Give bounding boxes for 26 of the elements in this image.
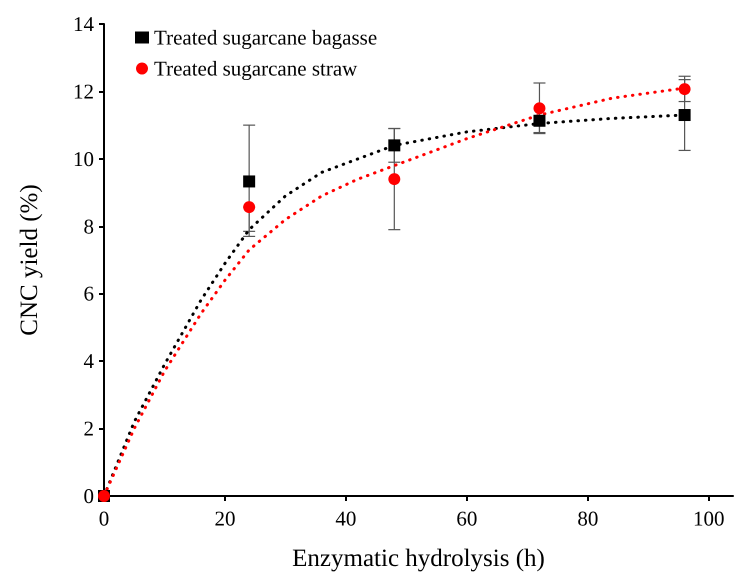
x-tick-label: 60 [456,506,478,530]
x-tick-label: 0 [98,506,110,530]
y-tick-label: 4 [84,349,94,374]
point [243,201,256,214]
point [678,109,691,122]
x-axis-title: Enzymatic hydrolysis (h) [292,545,545,572]
y-tick-label: 10 [73,146,94,171]
legend-label: Treated sugarcane bagasse [154,26,378,50]
point [388,139,400,152]
y-axis-title: CNC yield (%) [16,184,43,336]
point [533,114,546,127]
point [533,102,546,114]
y-tick-label: 0 [84,484,94,508]
x-tick-label: 20 [214,506,236,530]
legend-label: Treated sugarcane straw [154,56,358,80]
x-tick-label: 100 [693,506,725,530]
point [388,173,400,186]
y-tick-label: 2 [84,416,94,441]
x-tick-label: 40 [335,506,356,530]
x-tick-label: 80 [577,506,598,530]
point [243,175,256,188]
y-tick-label: 12 [73,79,94,104]
y-tick-label: 8 [84,214,94,238]
y-tick-label: 14 [73,12,94,36]
point [678,83,691,96]
y-tick-label: 6 [84,282,94,306]
